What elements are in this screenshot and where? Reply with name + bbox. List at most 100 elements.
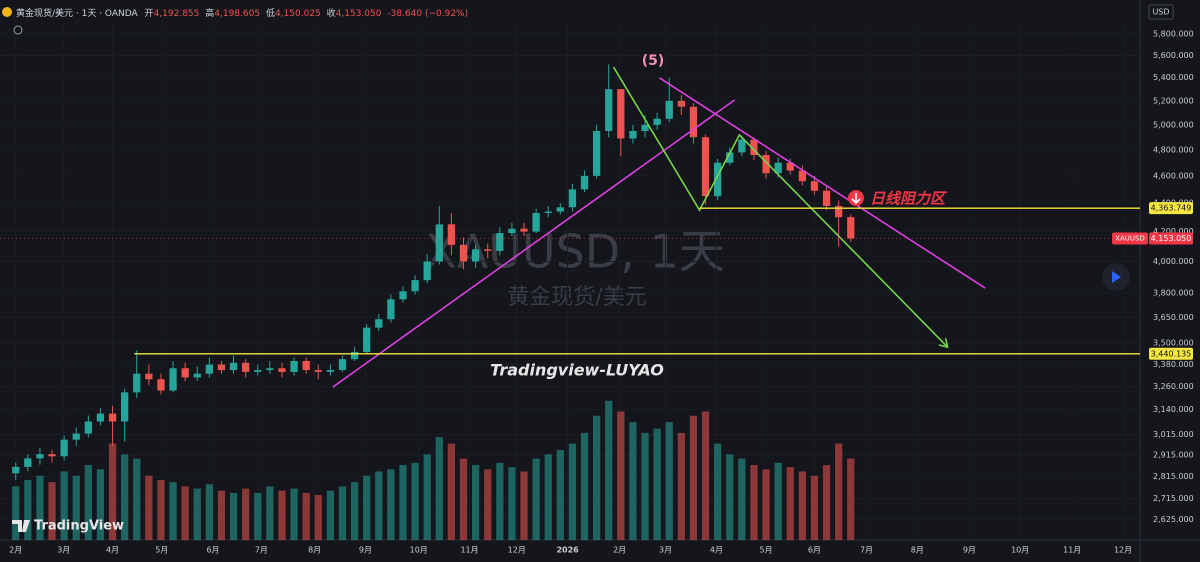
candle-body [520,228,528,232]
last-price-tag [1149,232,1193,245]
candle-body [653,118,661,125]
volume-bar [447,443,456,540]
volume-bar [169,482,177,540]
watermark-subtitle: 黄金现货/美元 [507,285,646,310]
volume-bar [193,488,201,540]
x-tick-label: 3月 [57,546,70,555]
x-tick-label: 11月 [1063,546,1081,555]
volume-bar [665,422,673,540]
candle-body [217,364,226,371]
x-tick-label: 6月 [206,546,219,555]
volume-bar [423,454,431,540]
candle-body [242,362,250,372]
candle-body [726,152,734,163]
candle-body [677,100,685,107]
y-tick-label: 3,380.000 [1153,360,1194,369]
volume-bar [641,432,649,540]
candle-body [847,217,855,239]
volume-bar [520,471,528,540]
x-tick-label: 2月 [613,546,626,555]
volume-bar [810,475,819,540]
candle-body [133,373,141,393]
y-tick-label: 2,625.000 [1153,515,1194,524]
resistance-arrow [851,193,861,205]
x-tick-label: 10月 [410,546,428,555]
volume-bar [60,471,68,540]
candle-body [605,89,613,132]
candle-body [338,359,347,371]
volume-bar [121,454,129,540]
candle-body [36,454,44,459]
volume-bar [605,400,613,540]
y-tick-label: 4,600.000 [1153,171,1194,180]
candle-body [641,124,649,132]
candle-body [592,131,601,176]
candle-body [556,207,564,212]
candle-body [48,454,56,457]
candle-body [12,466,20,474]
volume-bar [738,458,746,540]
x-tick-label: 5月 [760,546,773,555]
candle-body [266,368,274,371]
candle-body [326,370,335,372]
candle-body [762,154,770,174]
ohlc-label: 低 [266,7,275,19]
volume-bar [532,458,540,540]
symbol-label: XAUUSD [1115,234,1145,242]
volume-bar [484,469,492,540]
candle-body [121,392,129,422]
volume-bar [12,486,20,540]
candle-body [484,249,492,251]
play-icon[interactable] [1112,271,1121,283]
volume-bar [847,458,855,540]
trend-line [612,66,948,347]
candle-body [580,175,589,190]
last-price-label: 4,153.050 [1151,234,1192,243]
level-tag [1149,202,1193,215]
candle-body [496,233,504,251]
candle-body [471,249,480,262]
volume-bar [145,475,153,540]
symbol-tag [1112,232,1148,245]
volume-bar [375,471,383,540]
x-tick-label: 7月 [255,546,268,555]
volume-bar [580,432,589,540]
currency-box [1148,4,1174,20]
candle-body [96,413,105,422]
candle-body [193,373,201,378]
watermark-title: XAUUSD, 1天 [425,225,724,279]
volume-bar [338,486,347,540]
y-tick-label: 5,400.000 [1153,73,1194,82]
author-label: Tradingview-LUYAO [490,361,664,380]
volume-bar [36,475,44,540]
y-tick-label: 3,140.000 [1153,405,1194,414]
candle-body [157,379,165,391]
y-tick-label: 3,260.000 [1153,382,1194,391]
level-label: 3,440.135 [1151,349,1192,358]
trend-line [332,99,736,388]
candle-body [314,370,322,372]
volume-bar [726,454,734,540]
y-tick-label: 4,200.000 [1153,227,1194,236]
trend-line [659,77,986,289]
volume-bar [508,467,516,540]
volume-bar [786,467,794,540]
candle-body [835,205,843,218]
x-tick-label: 11月 [460,546,478,555]
volume-bar [205,484,213,540]
y-tick-label: 4,800.000 [1153,145,1194,154]
candle-body [665,100,673,119]
candle-body [387,299,395,320]
candle-body [822,190,831,206]
volume-bar [399,465,407,540]
volume-bar [762,469,770,540]
resistance-label: 日线阻力区 [870,190,948,208]
volume-bar [302,492,310,540]
brand: TradingView [34,519,124,534]
volume-bar [629,422,637,540]
candle-body [568,189,577,208]
candle-body [508,228,516,234]
header: 黄金现货/美元 · 1天 · OANDA 开4,192.855 高4,198.6… [2,7,468,35]
volume-bar [48,482,56,540]
candle-body [701,137,710,197]
